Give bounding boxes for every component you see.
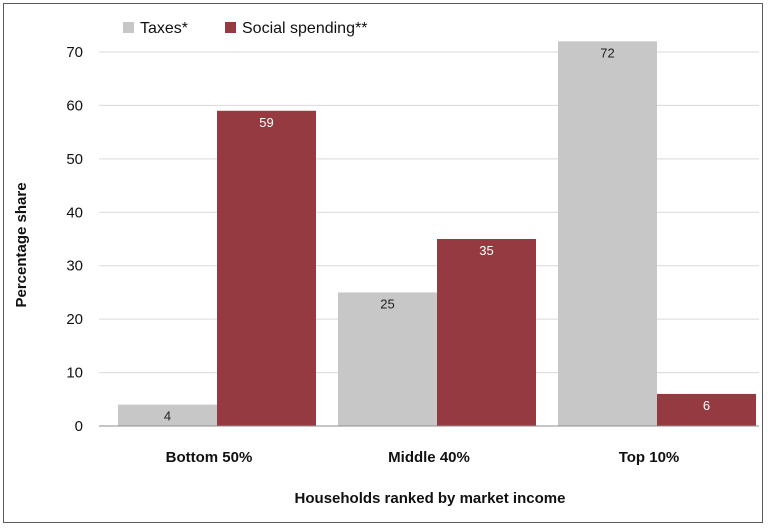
y-tick-label: 40 [66, 204, 83, 221]
bar-taxes-1 [338, 292, 437, 426]
y-tick-label: 60 [66, 97, 83, 114]
y-tick-label: 50 [66, 151, 83, 168]
x-axis-title: Households ranked by market income [295, 490, 566, 507]
legend-swatch-taxes [123, 22, 134, 33]
bar-social-spending-1 [437, 239, 536, 426]
legend-swatch-social-spending [225, 22, 236, 33]
legend-label-social-spending: Social spending** [242, 20, 367, 37]
data-label: 6 [703, 398, 710, 413]
data-label: 59 [259, 115, 273, 130]
legend-label-taxes: Taxes* [140, 20, 188, 37]
legend: Taxes* Social spending** [123, 20, 367, 37]
bar-chart: 4 59 25 35 72 6 0 10 20 30 40 50 60 70 Bottom 50% Mid… [13, 20, 759, 507]
y-tick-label: 30 [66, 258, 83, 275]
gridlines [99, 51, 759, 374]
data-label: 35 [479, 243, 493, 258]
x-tick-label: Bottom 50% [166, 449, 253, 466]
bar-social-spending-2 [657, 393, 756, 426]
data-label: 72 [600, 45, 614, 60]
x-tick-label: Middle 40% [388, 449, 470, 466]
x-axis-ticks: Bottom 50% Middle 40% Top 10% [166, 449, 680, 466]
chart-frame: 4 59 25 35 72 6 0 10 20 30 40 50 60 70 Bottom 50% Mid… [3, 3, 763, 523]
x-tick-label: Top 10% [619, 449, 680, 466]
data-label: 25 [380, 296, 394, 311]
y-tick-label: 0 [75, 418, 83, 435]
data-labels: 4 59 25 35 72 6 [164, 45, 710, 423]
bar-social-spending-0 [217, 110, 316, 427]
y-axis-title: Percentage share [13, 182, 30, 307]
data-label: 4 [164, 409, 171, 424]
bar-taxes-2 [558, 41, 657, 427]
y-axis-ticks: 0 10 20 30 40 50 60 70 [66, 44, 83, 435]
bar-taxes-0 [118, 404, 217, 426]
y-tick-label: 70 [66, 44, 83, 61]
y-tick-label: 20 [66, 311, 83, 328]
bars [118, 41, 756, 427]
y-tick-label: 10 [66, 365, 83, 382]
